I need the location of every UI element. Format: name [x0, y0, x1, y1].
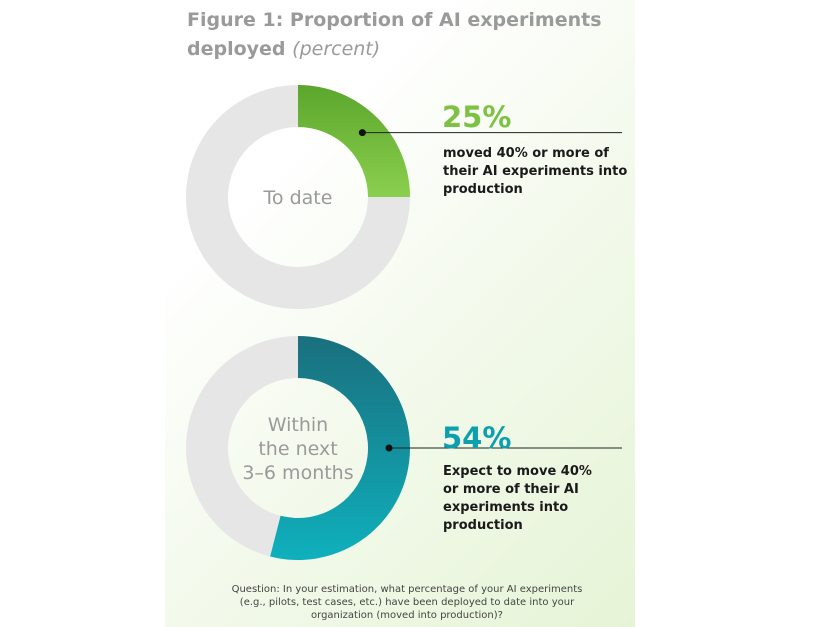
title-unit: (percent): [292, 38, 381, 60]
question-line: organization (moved into production)?: [311, 610, 503, 621]
next-center-label: Within: [268, 414, 328, 436]
to-date-desc-line: moved 40% or more of: [443, 146, 609, 161]
next-leader-dot: [385, 444, 393, 452]
next-desc-line: production: [443, 518, 523, 533]
donut-to-date: To date: [185, 85, 622, 310]
to-date-description: moved 40% or more of their AI experiment…: [443, 145, 627, 199]
to-date-remainder-slice: [185, 85, 410, 310]
to-date-percent: 25%: [442, 100, 512, 134]
next-remainder-slice: [185, 336, 298, 557]
next-percent: 54%: [442, 421, 512, 455]
to-date-center-label: To date: [263, 187, 333, 209]
next-desc-line: Expect to move 40%: [443, 464, 592, 479]
next-desc-line: experiments into: [443, 500, 569, 515]
next-center-label: the next: [258, 438, 337, 460]
next-value-slice: [270, 336, 410, 560]
next-desc-line: or more of their AI: [443, 482, 579, 497]
to-date-desc-line: production: [443, 182, 523, 197]
title-main: Figure 1: Proportion of AI experiments d…: [187, 9, 602, 60]
survey-question: Question: In your estimation, what perce…: [205, 583, 609, 622]
to-date-value-slice: [298, 85, 410, 197]
figure-title: Figure 1: Proportion of AI experiments d…: [187, 6, 617, 64]
next-center-label: 3–6 months: [242, 462, 353, 484]
next-description: Expect to move 40% or more of their AI e…: [443, 463, 592, 535]
question-line: (e.g., pilots, test cases, etc.) have be…: [239, 597, 575, 608]
to-date-desc-line: their AI experiments into: [443, 164, 628, 179]
to-date-leader-dot: [358, 129, 366, 137]
question-line: Question: In your estimation, what perce…: [231, 584, 583, 595]
